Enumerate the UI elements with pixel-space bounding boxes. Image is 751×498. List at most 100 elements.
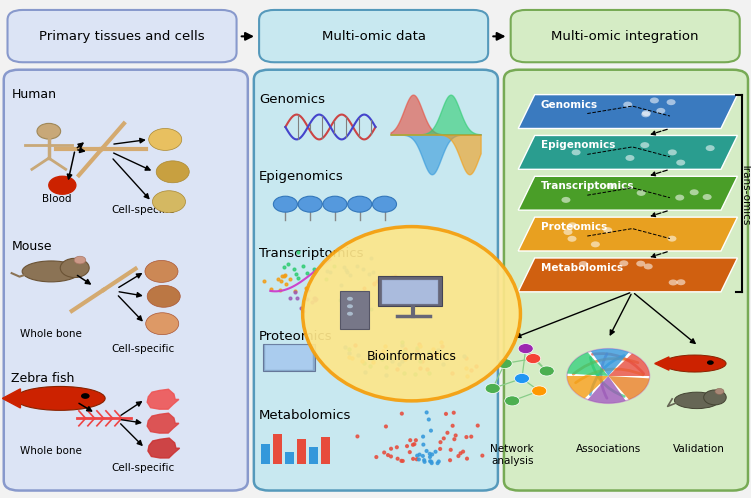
Bar [378, 276, 442, 306]
Point [424, 450, 436, 458]
Point [285, 275, 297, 283]
Point [357, 265, 369, 273]
Point [374, 296, 386, 304]
Point [363, 270, 376, 278]
Point [374, 281, 386, 289]
Point [357, 357, 369, 365]
Circle shape [146, 313, 179, 335]
Point [274, 286, 286, 294]
Text: Primary tissues and cells: Primary tissues and cells [39, 29, 205, 43]
Circle shape [505, 396, 520, 406]
Point [434, 445, 446, 453]
Circle shape [568, 222, 577, 228]
Point [343, 350, 355, 358]
Text: Trans-omics: Trans-omics [740, 162, 751, 225]
Polygon shape [147, 413, 179, 433]
Point [465, 433, 477, 441]
Point [301, 295, 313, 303]
Ellipse shape [15, 386, 105, 410]
Text: Zebra fish: Zebra fish [11, 372, 74, 385]
Circle shape [603, 227, 612, 233]
Point [367, 354, 379, 362]
Point [309, 295, 321, 303]
Point [348, 293, 360, 301]
Point [297, 307, 309, 315]
Point [301, 269, 313, 277]
Circle shape [526, 354, 541, 364]
Text: Proteomics: Proteomics [259, 330, 333, 343]
Wedge shape [608, 354, 650, 376]
Point [352, 351, 364, 359]
Circle shape [149, 128, 182, 150]
Point [352, 297, 364, 305]
Point [444, 456, 456, 464]
Circle shape [591, 242, 600, 248]
Point [424, 348, 436, 356]
Circle shape [668, 279, 677, 285]
Circle shape [37, 124, 61, 139]
Point [414, 451, 426, 459]
Circle shape [656, 108, 665, 114]
Point [359, 368, 371, 376]
Point [458, 352, 470, 360]
Text: Multi-omic integration: Multi-omic integration [551, 29, 699, 43]
Point [321, 275, 333, 283]
Point [398, 347, 410, 355]
Ellipse shape [303, 227, 520, 401]
Text: Network
analysis: Network analysis [490, 444, 534, 466]
Point [276, 277, 288, 285]
Text: Blood: Blood [41, 194, 71, 204]
Point [418, 456, 430, 464]
Point [427, 346, 439, 354]
Point [411, 455, 423, 463]
Point [335, 281, 347, 289]
Point [433, 458, 445, 466]
Point [447, 422, 459, 430]
Bar [261, 444, 270, 464]
Point [358, 284, 370, 292]
Point [435, 438, 447, 446]
Point [351, 432, 363, 440]
Point [411, 452, 423, 460]
Text: Associations: Associations [576, 444, 641, 454]
Circle shape [323, 196, 347, 212]
Point [343, 298, 355, 306]
Point [469, 362, 481, 370]
Point [391, 276, 403, 284]
Point [399, 356, 411, 364]
Point [435, 338, 447, 346]
Circle shape [152, 191, 185, 213]
Circle shape [156, 161, 189, 183]
Point [397, 338, 409, 346]
Point [344, 271, 356, 279]
Point [396, 410, 408, 418]
Point [421, 365, 433, 373]
Point [425, 458, 437, 466]
Point [276, 272, 288, 280]
Circle shape [579, 261, 588, 267]
Circle shape [704, 390, 726, 405]
Point [407, 441, 419, 449]
Circle shape [641, 142, 650, 148]
Point [339, 344, 351, 352]
Polygon shape [518, 95, 737, 128]
Point [290, 269, 302, 277]
Circle shape [703, 194, 712, 200]
Point [370, 453, 382, 461]
Circle shape [623, 102, 632, 108]
Text: Epigenomics: Epigenomics [541, 140, 615, 150]
Circle shape [562, 197, 571, 203]
Circle shape [626, 155, 635, 161]
Polygon shape [518, 217, 737, 251]
Wedge shape [567, 376, 608, 398]
Point [309, 294, 321, 302]
Point [367, 355, 379, 363]
Circle shape [667, 99, 676, 105]
Point [423, 370, 435, 377]
Circle shape [677, 279, 686, 285]
Point [460, 354, 472, 362]
Bar [297, 439, 306, 464]
Point [452, 452, 464, 460]
Text: Epigenomics: Epigenomics [259, 170, 344, 183]
Text: Whole bone: Whole bone [20, 446, 82, 456]
